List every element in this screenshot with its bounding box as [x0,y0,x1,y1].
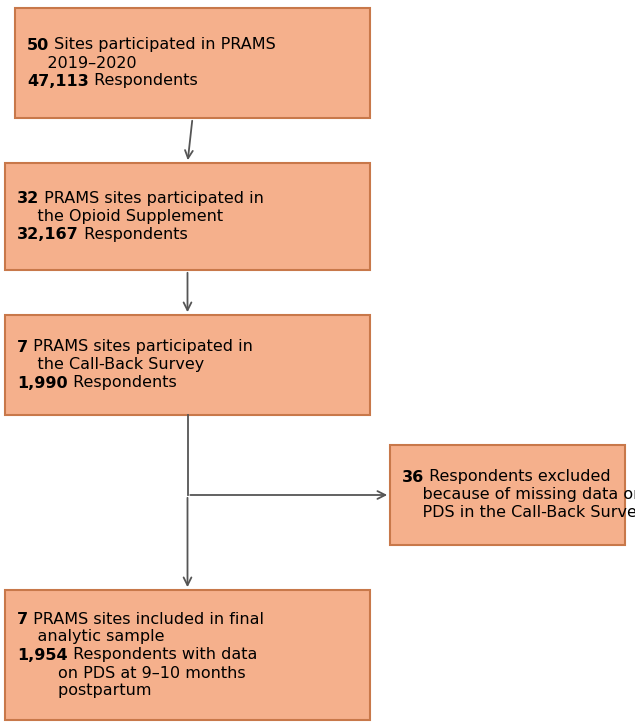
Text: Respondents excluded: Respondents excluded [424,470,611,485]
Text: PRAMS sites included in final: PRAMS sites included in final [28,612,264,627]
Bar [5,315,370,415]
Text: Respondents: Respondents [89,74,197,89]
Text: Sites participated in PRAMS: Sites participated in PRAMS [50,38,276,52]
Text: 32,167: 32,167 [17,227,79,242]
Bar [5,590,370,720]
Text: 7: 7 [17,339,28,355]
Text: because of missing data on: because of missing data on [402,488,635,502]
Text: PRAMS sites participated in: PRAMS sites participated in [39,191,264,206]
Text: postpartum: postpartum [17,684,152,698]
Text: the Opioid Supplement: the Opioid Supplement [17,209,223,224]
Text: 47,113: 47,113 [27,74,89,89]
Text: Respondents: Respondents [67,376,177,390]
Text: 2019–2020: 2019–2020 [27,55,137,71]
Text: Respondents: Respondents [79,227,187,242]
Text: 32: 32 [17,191,39,206]
Text: PDS in the Call-Back Survey: PDS in the Call-Back Survey [402,505,635,521]
Text: 36: 36 [402,470,424,485]
Bar [390,445,625,545]
Bar [15,8,370,118]
Text: analytic sample: analytic sample [17,630,164,644]
Text: the Call-Back Survey: the Call-Back Survey [17,357,204,373]
Text: 7: 7 [17,612,28,627]
Text: 50: 50 [27,38,50,52]
Text: on PDS at 9–10 months: on PDS at 9–10 months [17,665,246,681]
Text: 1,954: 1,954 [17,647,67,662]
Text: Respondents with data: Respondents with data [67,647,257,662]
Text: 1,990: 1,990 [17,376,67,390]
Bar [5,163,370,270]
Text: PRAMS sites participated in: PRAMS sites participated in [28,339,253,355]
